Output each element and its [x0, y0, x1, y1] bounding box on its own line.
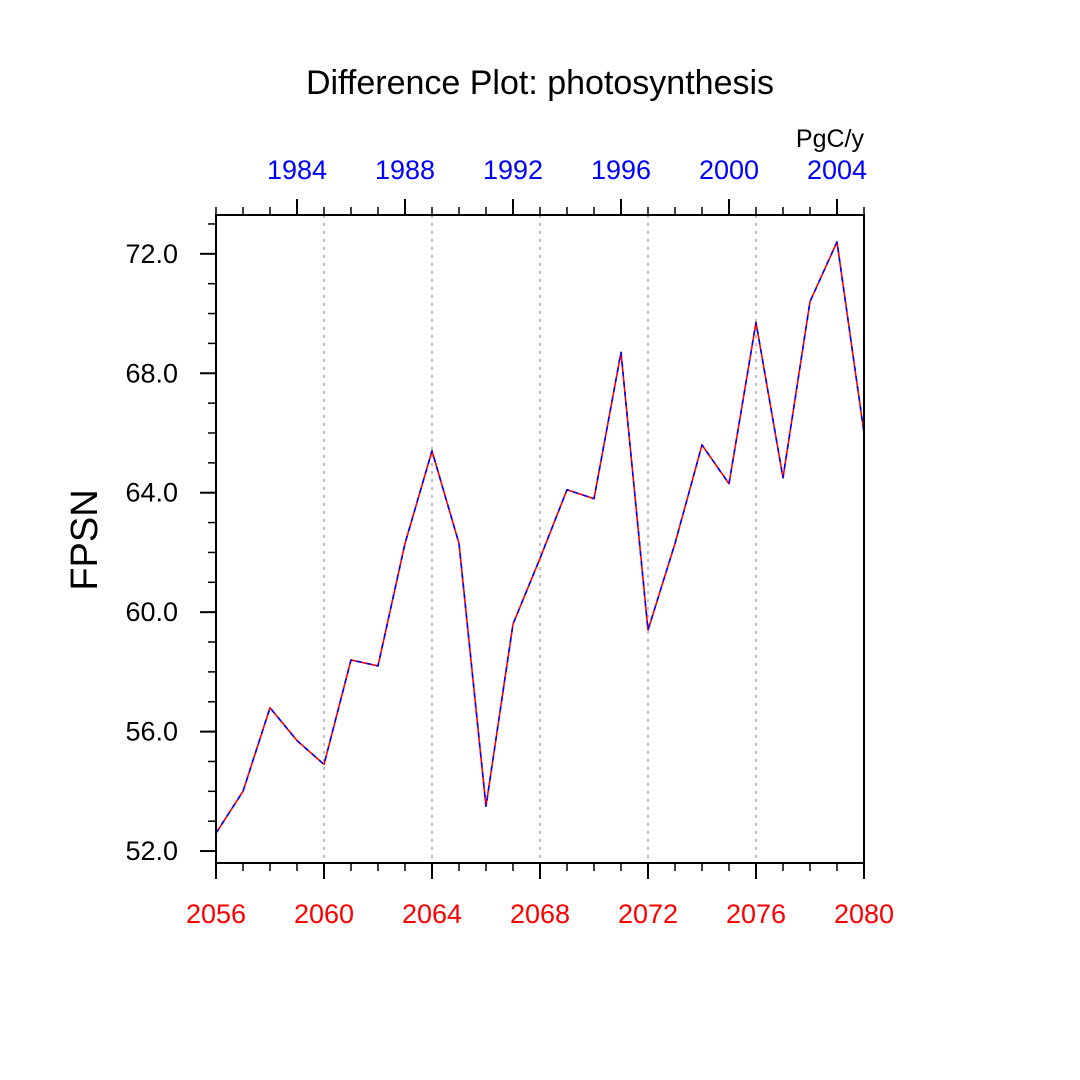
axis-ticks — [200, 199, 865, 879]
chart-title: Difference Plot: photosynthesis — [306, 64, 774, 102]
x-top-tick-label: 1996 — [591, 155, 651, 185]
x-tick-label: 2060 — [294, 899, 354, 929]
x-top-tick-label: 1984 — [267, 155, 327, 185]
x-tick-label: 2056 — [186, 899, 246, 929]
x-top-tick-label: 2000 — [699, 155, 759, 185]
y-tick-label: 52.0 — [125, 836, 178, 866]
x-tick-label: 2068 — [510, 899, 570, 929]
x-tick-label: 2064 — [402, 899, 462, 929]
y-tick-label: 68.0 — [125, 358, 178, 388]
x-top-tick-label: 2004 — [807, 155, 867, 185]
x-top-tick-label: 1988 — [375, 155, 435, 185]
y-tick-label: 60.0 — [125, 597, 178, 627]
x-tick-label: 2080 — [834, 899, 894, 929]
tick-labels: 2056 2060 2064 2068 2072 2076 2080 1984 1988 1992… — [125, 155, 894, 929]
x-gridlines — [323, 215, 757, 863]
y-tick-label: 72.0 — [125, 239, 178, 269]
y-axis-label: FPSN — [64, 489, 106, 590]
x-top-tick-label: 1992 — [483, 155, 543, 185]
x-tick-label: 2072 — [618, 899, 678, 929]
series-line-dashed — [215, 241, 865, 834]
data-series — [215, 241, 865, 834]
y-tick-label: 56.0 — [125, 717, 178, 747]
y-tick-label: 64.0 — [125, 478, 178, 508]
units-label: PgC/y — [796, 125, 865, 153]
plot-frame — [215, 214, 865, 864]
x-tick-label: 2076 — [726, 899, 786, 929]
